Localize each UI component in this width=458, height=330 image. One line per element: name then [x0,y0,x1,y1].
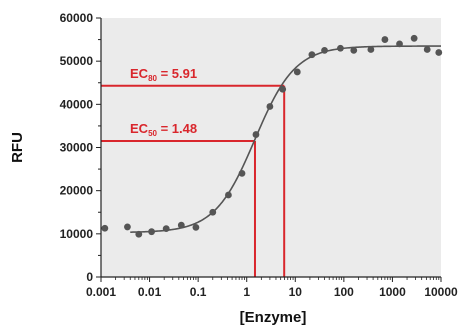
data-point [321,46,328,54]
x-tick-label: 0.1 [190,285,207,299]
data-point [148,228,155,236]
data-points [101,34,443,238]
ec-marker-lines [101,84,286,277]
x-axis-title: [Enzyme] [240,309,307,326]
x-tick-label: 10 [289,285,303,299]
data-point [225,191,232,199]
data-point [177,221,185,229]
y-axis-title: RFU [9,132,26,163]
data-point [308,51,316,59]
data-point [423,46,431,53]
data-point [279,85,287,93]
y-tick-label: 20000 [60,184,94,198]
x-tick-label: 1 [243,285,250,299]
x-tick-label: 0.001 [86,285,116,299]
x-tick-label: 100 [334,285,354,299]
data-point [266,103,274,110]
data-point [238,170,246,177]
data-point [209,208,217,216]
ec-labels: EC80 = 5.91 EC50 = 1.48 [130,66,197,138]
data-point [435,49,443,56]
data-point [192,223,200,231]
data-point [410,34,418,42]
y-tick-label: 60000 [60,11,94,25]
x-tick-label: 1000 [379,285,406,299]
data-point [381,36,389,43]
data-point [135,230,143,238]
data-point [367,46,375,53]
data-point [124,223,131,231]
y-tick-label: 0 [86,270,93,284]
ec-label: EC50 = 1.48 [130,121,197,138]
y-tick-label: 30000 [60,141,94,155]
data-point [252,131,260,138]
y-tick-label: 40000 [60,97,94,111]
data-point [101,224,109,232]
x-tick-label: 10000 [424,285,458,299]
axes: 0 10000 20000 30000 40000 50000 60000 0.001 0.01… [60,11,458,299]
data-point [337,44,344,52]
y-tick-label: 50000 [60,54,94,68]
x-tick-label: 0.01 [138,285,162,299]
data-point [350,46,358,54]
ec-label: EC80 = 5.91 [130,66,197,83]
y-tick-label: 10000 [60,227,94,241]
plot-area [101,18,441,277]
data-point [293,68,301,76]
data-point [396,40,403,48]
data-point [162,225,170,233]
